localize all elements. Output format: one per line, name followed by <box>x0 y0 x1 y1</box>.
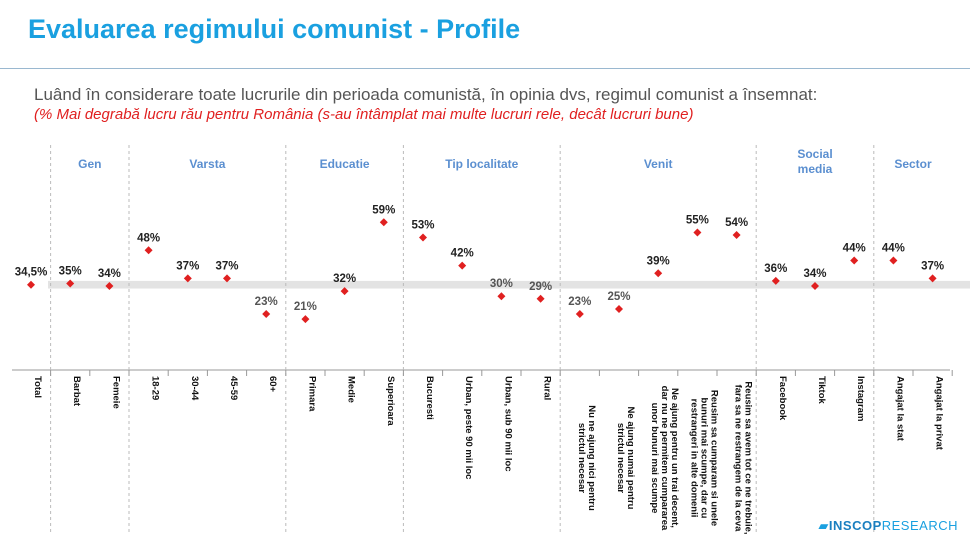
category-label: Reusim sa cumparam si unele <box>708 390 719 526</box>
category-label: Ne ajung pentru un trai decent, <box>669 388 680 528</box>
data-point <box>497 292 506 301</box>
data-label: 34% <box>803 268 826 280</box>
category-label: bunuri mai scumpe, dar cu <box>698 398 709 519</box>
subtitle: (% Mai degrabă lucru rău pentru România … <box>34 106 694 123</box>
data-point <box>771 276 780 285</box>
logo-suffix: RESEARCH <box>881 518 958 533</box>
data-point <box>928 274 937 283</box>
data-label: 39% <box>647 255 670 267</box>
data-label: 25% <box>607 291 630 303</box>
data-label: 21% <box>294 301 317 313</box>
category-label: Total <box>32 376 43 398</box>
data-point <box>27 280 35 289</box>
data-label: 48% <box>137 232 160 244</box>
category-label: 18-29 <box>150 376 161 400</box>
inscop-logo: ▰INSCOPRESEARCH <box>818 518 958 534</box>
category-label: Tiktok <box>816 376 827 405</box>
data-point <box>419 233 427 242</box>
data-point <box>105 282 114 290</box>
data-label: 55% <box>686 214 709 226</box>
data-label: 23% <box>255 296 278 308</box>
category-label: restrangeri in alte domenii <box>688 399 699 518</box>
logo-brand: INSCOP <box>828 518 882 533</box>
category-label: Instagram <box>855 376 866 421</box>
category-label: Urban, peste 90 mii loc <box>463 376 474 479</box>
data-point <box>340 287 349 296</box>
category-label: Angajat la privat <box>934 376 945 451</box>
category-label: Reusim sa avem tot ce ne trebuie, <box>743 381 754 534</box>
data-point <box>144 246 153 255</box>
data-label: 23% <box>568 296 591 308</box>
data-label: 44% <box>843 243 866 255</box>
data-label: 37% <box>215 260 238 272</box>
category-label: 30-44 <box>189 376 200 401</box>
data-point <box>615 304 623 313</box>
group-label: Sector <box>894 157 932 171</box>
category-label: Femeie <box>110 376 121 409</box>
question-text: Luând în considerare toate lucrurile din… <box>34 85 818 104</box>
category-label: 45-59 <box>228 376 239 400</box>
data-point <box>654 269 663 278</box>
data-label: 34,5% <box>15 267 48 279</box>
data-point <box>575 310 584 319</box>
category-label: Bucuresti <box>424 376 435 420</box>
category-label: Urban, sub 90 mii loc <box>502 376 513 472</box>
data-label: 54% <box>725 217 748 229</box>
data-point <box>66 279 75 288</box>
data-label: 30% <box>490 278 513 290</box>
category-label: unor bunuri mai scumpe <box>649 403 660 514</box>
category-label: fara sa ne restrangem de la ceva <box>733 385 744 533</box>
category-label: Angajat la stat <box>894 376 905 442</box>
group-label: Educatie <box>320 157 370 171</box>
data-point <box>850 256 859 265</box>
category-label: Medie <box>346 376 357 403</box>
data-point <box>301 315 310 324</box>
category-label: strictul necesar <box>615 423 626 494</box>
data-point <box>458 261 467 270</box>
category-label: Primara <box>306 376 317 412</box>
data-label: 35% <box>59 265 82 277</box>
data-point <box>732 231 741 239</box>
group-label: Social <box>797 147 832 161</box>
data-label: 44% <box>882 243 905 255</box>
category-label: 60+ <box>267 376 278 393</box>
data-label: 36% <box>764 263 787 275</box>
data-label: 34% <box>98 268 121 280</box>
data-point <box>262 310 271 319</box>
category-label: Ne ajung numai pentru <box>625 407 636 510</box>
group-label: Tip localitate <box>445 157 518 171</box>
data-label: 32% <box>333 273 356 285</box>
data-label: 42% <box>451 248 474 260</box>
category-label: dar nu ne permitem cumpararea <box>659 386 670 531</box>
group-label: Varsta <box>189 157 225 171</box>
data-label: 37% <box>921 260 944 272</box>
category-label: Nu ne ajung nici pentru <box>586 405 597 511</box>
category-label: strictul necesar <box>576 423 587 494</box>
group-label: media <box>798 162 833 176</box>
data-label: 29% <box>529 281 552 293</box>
data-label: 37% <box>176 260 199 272</box>
group-label: Gen <box>78 157 101 171</box>
data-point <box>223 274 231 283</box>
data-point <box>889 256 898 265</box>
category-label: Superioara <box>385 376 396 426</box>
data-point <box>379 218 388 227</box>
category-label: Facebook <box>777 376 788 421</box>
data-point <box>183 274 192 283</box>
logo-icon: ▰ <box>818 518 829 533</box>
data-point <box>693 228 702 237</box>
data-label: 59% <box>372 204 395 216</box>
category-label: Barbat <box>71 376 82 407</box>
group-label: Venit <box>644 157 673 171</box>
page-title: Evaluarea regimului comunist - Profile <box>28 14 521 44</box>
divider <box>0 68 970 69</box>
reference-band <box>48 280 970 289</box>
data-point <box>536 294 545 303</box>
data-point <box>811 282 819 290</box>
data-label: 53% <box>411 220 434 232</box>
category-label: Rural <box>542 376 553 400</box>
